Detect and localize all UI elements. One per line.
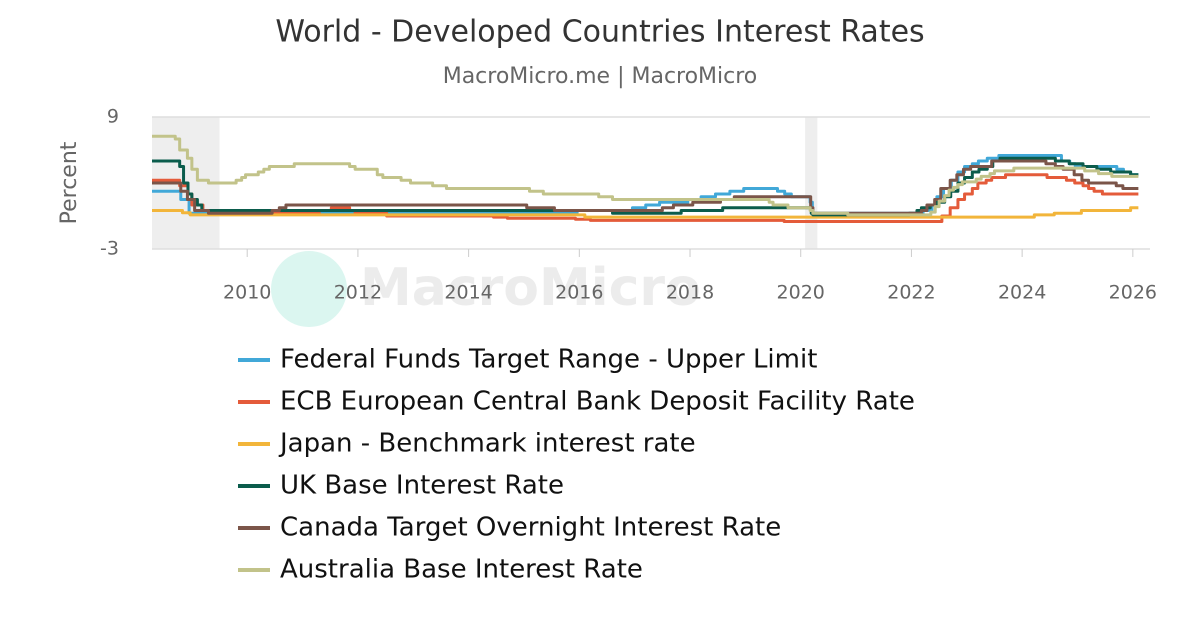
plot-area — [152, 116, 1150, 250]
x-tick-label: 2022 — [887, 282, 935, 304]
shaded-region — [805, 117, 818, 249]
legend-label: Australia Base Interest Rate — [280, 555, 643, 585]
y-tick-label: -3 — [100, 238, 119, 260]
chart-subtitle: MacroMicro.me | MacroMicro — [443, 64, 758, 89]
legend-label: ECB European Central Bank Deposit Facili… — [280, 387, 915, 417]
series-line — [152, 134, 1139, 217]
legend-label: Japan - Benchmark interest rate — [278, 429, 696, 459]
watermark-text: MacroMicro — [360, 258, 701, 318]
x-tick-label: 2020 — [777, 282, 825, 304]
series-line — [152, 156, 1139, 217]
y-axis-label: Percent — [57, 141, 82, 224]
x-tick-label: 2014 — [444, 282, 492, 304]
y-tick-label: 9 — [107, 106, 119, 128]
x-tick-label: 2012 — [334, 282, 382, 304]
series-line — [152, 206, 1139, 219]
legend-label: UK Base Interest Rate — [280, 471, 564, 501]
x-tick-label: 2016 — [555, 282, 603, 304]
x-tick-label: 2018 — [666, 282, 714, 304]
legend-label: Federal Funds Target Range - Upper Limit — [280, 345, 817, 375]
watermark-logo — [271, 251, 347, 327]
chart-title: World - Developed Countries Interest Rat… — [275, 15, 924, 50]
legend-label: Canada Target Overnight Interest Rate — [280, 513, 781, 543]
legend: Federal Funds Target Range - Upper Limit… — [238, 345, 915, 585]
watermark: MacroMicro — [271, 251, 701, 327]
x-tick-label: 2010 — [223, 282, 271, 304]
x-tick-label: 2026 — [1109, 282, 1157, 304]
x-tick-label: 2024 — [998, 282, 1046, 304]
